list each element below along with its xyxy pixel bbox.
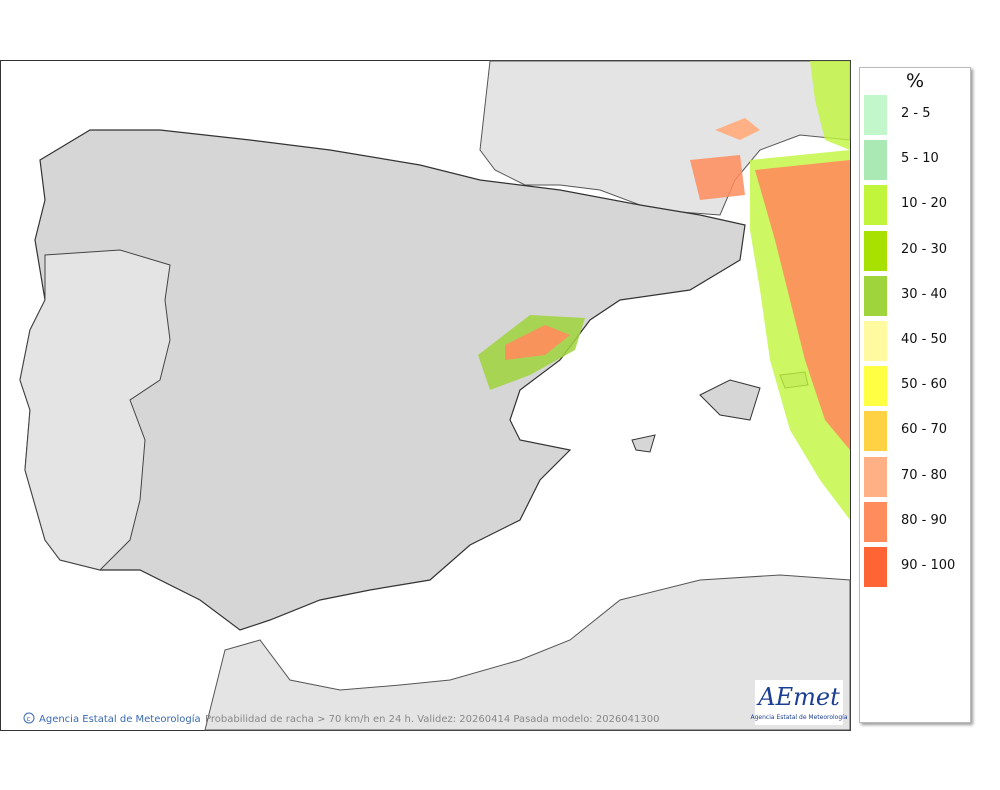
legend-swatch [864, 366, 887, 407]
legend-item: 80 - 90 [864, 501, 968, 542]
legend-swatch [864, 140, 887, 181]
legend-swatch [864, 501, 887, 542]
legend-item: 20 - 30 [864, 230, 968, 271]
legend-label: 30 - 40 [901, 286, 948, 302]
prob-area [690, 155, 745, 200]
legend-item: 50 - 60 [864, 366, 968, 407]
logo-box [755, 680, 843, 725]
copyright-c: c [27, 715, 31, 723]
legend-label: 40 - 50 [901, 332, 948, 347]
prob-area [715, 118, 760, 140]
legend-swatch [864, 185, 887, 226]
legend-item: 5 - 10 [864, 140, 968, 181]
logo-name: AEmet [756, 683, 840, 711]
legend-label: 5 - 10 [901, 151, 939, 167]
legend-swatch [864, 411, 887, 452]
prob-area [810, 61, 850, 150]
land-portugal [19, 249, 171, 571]
prob-area [755, 160, 850, 450]
legend-label: 90 - 100 [901, 558, 956, 573]
legend: % 2 - 5 5 - 10 10 - 20 20 - 30 30 - 40 40 - 5… [859, 67, 971, 723]
land-africa [204, 574, 851, 731]
legend-swatch [864, 456, 887, 497]
legend-label: 2 - 5 [901, 106, 931, 121]
map: c Agencia Estatal de Meteorología Probab… [0, 60, 851, 731]
legend-label: 10 - 20 [901, 196, 948, 212]
logo-subtitle: Agencia Estatal de Meteorología [751, 714, 848, 721]
legend-swatch [864, 321, 887, 361]
legend-label: 70 - 80 [901, 467, 948, 483]
legend-item: 30 - 40 [864, 275, 968, 316]
legend-label: 50 - 60 [901, 377, 948, 393]
legend-item: 2 - 5 [864, 95, 968, 135]
copyright-text: Agencia Estatal de Meteorología [39, 713, 201, 725]
legend-item: 70 - 80 [864, 456, 968, 497]
legend-label: 80 - 90 [901, 512, 948, 528]
legend-title: % [905, 70, 925, 92]
legend-swatch [864, 275, 887, 316]
island-mallorca [699, 379, 761, 421]
legend-swatch [864, 547, 887, 587]
legend-label: 60 - 70 [901, 422, 948, 438]
caption: Probabilidad de racha > 70 km/h en 24 h.… [205, 714, 659, 725]
prob-area [505, 325, 570, 360]
legend-swatch [864, 230, 887, 271]
legend-label: 20 - 30 [901, 241, 948, 257]
legend-item: 10 - 20 [864, 185, 968, 226]
legend-item: 90 - 100 [864, 547, 968, 587]
copyright-icon [23, 712, 35, 724]
legend-swatch [864, 95, 887, 135]
legend-item: 40 - 50 [864, 321, 968, 361]
legend-item: 60 - 70 [864, 411, 968, 452]
island-ibiza [631, 434, 656, 453]
